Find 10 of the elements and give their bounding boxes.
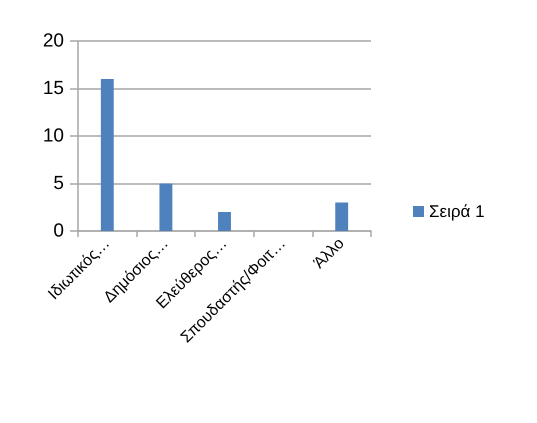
y-tick-label: 10 (42, 126, 64, 146)
y-tick-label: 20 (42, 30, 64, 52)
bar (159, 184, 172, 231)
legend-label: Σειρά 1 (429, 202, 485, 221)
y-tick-label: 0 (53, 220, 64, 242)
y-tick-label: 5 (53, 173, 64, 194)
y-tick-label: 15 (42, 78, 64, 99)
bar (218, 212, 231, 231)
bar (335, 202, 348, 231)
bar (100, 79, 114, 231)
